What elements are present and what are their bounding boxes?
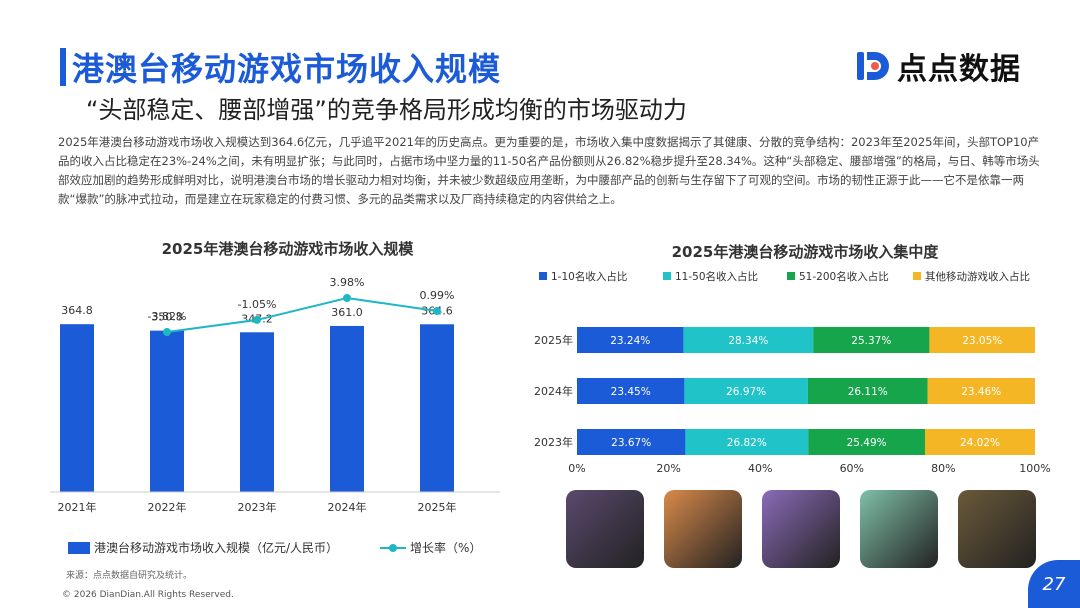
revenue-bar bbox=[420, 324, 454, 492]
line-legend-label: 增长率（%） bbox=[410, 541, 482, 555]
growth-point bbox=[343, 294, 351, 302]
bar-legend-swatch bbox=[68, 541, 90, 554]
segment-label: 25.37% bbox=[851, 335, 891, 347]
growth-label: 3.98% bbox=[330, 276, 365, 289]
stack-segment bbox=[808, 429, 925, 455]
summary-paragraph: 2025年港澳台移动游戏市场收入规模达到364.6亿元，几乎追平2021年的历史… bbox=[58, 135, 1040, 206]
title-accent-bar bbox=[60, 48, 66, 86]
segment-label: 23.45% bbox=[611, 386, 651, 398]
segment-label: 28.34% bbox=[728, 335, 768, 347]
left-chart-legend: 港澳台移动游戏市场收入规模（亿元/人民币） 增长率（%） bbox=[68, 539, 481, 556]
bar-legend-label: 港澳台移动游戏市场收入规模（亿元/人民币） bbox=[94, 541, 339, 555]
page-subtitle: “头部稳定、腰部增强”的竞争格局形成均衡的市场驱动力 bbox=[86, 96, 687, 124]
growth-label: -3.82% bbox=[148, 310, 187, 323]
x-tick-label: 2021年 bbox=[58, 500, 97, 514]
segment-label: 26.97% bbox=[726, 386, 766, 398]
concentration-chart: 1-10名收入占比 11-50名收入占比 51-200名收入占比 其他移动游戏收入占比… bbox=[534, 270, 1051, 475]
diandian-logo-icon bbox=[857, 52, 889, 80]
stack-segment bbox=[807, 378, 928, 404]
stack-segment bbox=[929, 327, 1035, 353]
growth-point bbox=[253, 315, 261, 324]
game-thumbnail-2 bbox=[664, 490, 742, 568]
growth-label: -1.05% bbox=[238, 298, 277, 311]
segment-label: 24.02% bbox=[960, 437, 1000, 449]
game-thumbnail-3 bbox=[762, 490, 840, 568]
stack-segment bbox=[684, 378, 808, 404]
segment-label: 23.24% bbox=[610, 335, 650, 347]
source-note: 来源：点点数据自研究及统计。 bbox=[66, 571, 193, 581]
growth-label: 0.99% bbox=[420, 289, 455, 302]
x-tick-label: 0% bbox=[568, 462, 585, 475]
legend-label: 11-50名收入占比 bbox=[675, 270, 758, 283]
x-tick-label: 60% bbox=[840, 462, 864, 475]
legend-label: 其他移动游戏收入占比 bbox=[925, 270, 1030, 283]
logo: 点点数据 bbox=[855, 46, 1021, 87]
legend-swatch bbox=[913, 272, 921, 280]
stack-segment bbox=[577, 327, 684, 353]
legend-label: 1-10名收入占比 bbox=[551, 270, 627, 283]
game-thumbnail-4 bbox=[860, 490, 938, 568]
page-number: 27 bbox=[1028, 560, 1080, 608]
left-chart-title: 2025年港澳台移动游戏市场收入规模 bbox=[161, 240, 414, 258]
x-tick-label: 2025年 bbox=[418, 500, 457, 514]
page-title: 港澳台移动游戏市场收入规模 bbox=[72, 50, 502, 88]
legend-swatch bbox=[539, 272, 547, 280]
stack-segment bbox=[577, 429, 686, 455]
revenue-bar bbox=[240, 332, 274, 492]
growth-point bbox=[163, 328, 171, 336]
revenue-bar bbox=[60, 324, 94, 492]
segment-label: 23.67% bbox=[611, 437, 651, 449]
segment-label: 26.82% bbox=[727, 437, 767, 449]
y-tick-label: 2025年 bbox=[534, 333, 573, 347]
revenue-bar-label: 361.0 bbox=[331, 306, 363, 319]
stack-segment bbox=[813, 327, 930, 353]
x-tick-label: 100% bbox=[1019, 462, 1050, 475]
legend-label: 51-200名收入占比 bbox=[799, 270, 889, 283]
game-thumbnail-1 bbox=[566, 490, 644, 568]
x-tick-label: 80% bbox=[931, 462, 955, 475]
legend-swatch bbox=[787, 272, 795, 280]
segment-label: 25.49% bbox=[847, 437, 887, 449]
segment-label: 23.46% bbox=[961, 386, 1001, 398]
y-tick-label: 2023年 bbox=[534, 435, 573, 449]
stack-segment bbox=[685, 429, 809, 455]
stack-segment bbox=[927, 378, 1035, 404]
segment-label: 26.11% bbox=[848, 386, 888, 398]
copyright: © 2026 DianDian.All Rights Reserved. bbox=[62, 590, 234, 600]
segment-label: 23.05% bbox=[962, 335, 1002, 347]
growth-line bbox=[166, 296, 438, 333]
revenue-bar-label: 350.8 bbox=[151, 311, 183, 324]
stack-segment bbox=[924, 429, 1035, 455]
right-chart-title: 2025年港澳台移动游戏市场收入集中度 bbox=[671, 243, 939, 261]
y-tick-label: 2024年 bbox=[534, 384, 573, 398]
logo-text: 点点数据 bbox=[897, 52, 1021, 87]
x-tick-label: 40% bbox=[748, 462, 772, 475]
revenue-bar bbox=[330, 325, 364, 492]
x-tick-label: 2023年 bbox=[238, 500, 277, 514]
legend-swatch bbox=[663, 272, 671, 280]
stack-segment bbox=[577, 378, 685, 404]
x-tick-label: 2022年 bbox=[148, 500, 187, 514]
revenue-bar-label: 364.8 bbox=[61, 304, 93, 317]
growth-point bbox=[433, 307, 441, 316]
game-thumbnail-5 bbox=[958, 490, 1036, 568]
line-legend-swatch bbox=[380, 542, 407, 554]
game-thumbnails bbox=[566, 490, 1036, 568]
x-tick-label: 20% bbox=[656, 462, 680, 475]
revenue-bar bbox=[150, 330, 184, 492]
x-tick-label: 2024年 bbox=[328, 500, 367, 514]
stack-segment bbox=[683, 327, 814, 353]
revenue-chart: 364.82021年350.82022年347.22023年361.02024年… bbox=[50, 276, 500, 514]
